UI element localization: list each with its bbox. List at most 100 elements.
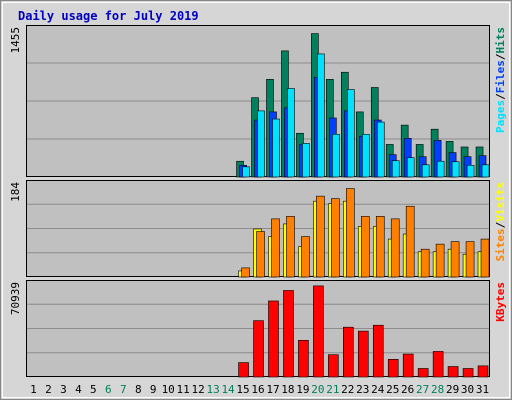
bar-kbytes-kbytes-day-25 [387,359,399,378]
x-tick-label: 31 [476,383,489,396]
bar-kbytes-kbytes-day-18 [283,290,294,378]
chart-frame-inner [2,2,510,398]
bar-kbytes-kbytes-day-30 [462,368,474,378]
bar-visits-sites-day-23 [360,216,370,278]
bar-kbytes-kbytes-day-17 [268,300,279,378]
bar-kbytes-kbytes-day-21 [328,354,339,378]
x-tick-label: 23 [356,383,369,396]
panel-visits-legend: Sites/Visits [494,182,507,262]
x-tick-label: 9 [150,383,157,396]
x-tick-label: 7 [120,383,127,396]
bar-hits-pages-day-21 [332,133,340,178]
bar-visits-sites-day-31 [480,238,490,278]
bar-visits-sites-day-20 [316,195,325,278]
x-tick-label: 8 [135,383,142,396]
legend-entry: KBytes [494,282,507,322]
bar-visits-sites-day-21 [331,198,340,278]
bar-kbytes-kbytes-day-22 [343,326,354,378]
bar-kbytes-kbytes-day-20 [313,285,324,378]
bar-hits-pages-day-24 [376,121,385,178]
x-tick-label: 29 [446,383,459,396]
bar-hits-pages-day-28 [436,160,445,178]
x-tick-label: 25 [386,383,399,396]
bar-hits-pages-day-17 [272,118,280,178]
bar-visits-sites-day-24 [375,216,385,278]
x-tick-label: 17 [266,383,279,396]
panel-kbytes-ymax-label: 70939 [9,282,22,315]
legend-entry: Visits [494,182,507,222]
bar-visits-sites-day-27 [420,248,430,278]
bar-hits-pages-day-16 [257,110,265,178]
bar-kbytes-kbytes-day-28 [432,351,444,378]
bar-hits-pages-day-15 [242,166,250,178]
bar-hits-pages-day-25 [391,160,400,178]
bar-kbytes-kbytes-day-26 [402,353,414,378]
bar-hits-pages-day-20 [317,53,325,178]
x-tick-label: 28 [431,383,444,396]
x-tick-label: 3 [60,383,67,396]
panel-hits-legend: Pages/Files/Hits [494,27,507,133]
x-tick-label: 5 [90,383,97,396]
bar-visits-sites-day-30 [465,241,475,278]
bar-kbytes-kbytes-day-24 [372,324,384,378]
x-tick-label: 12 [192,383,205,396]
x-tick-label: 22 [341,383,354,396]
bar-visits-sites-day-18 [286,216,295,278]
x-tick-label: 20 [311,383,324,396]
bar-kbytes-kbytes-day-16 [253,320,264,378]
bar-kbytes-kbytes-day-31 [477,365,489,378]
x-tick-label: 21 [326,383,339,396]
panel-visits-ymax-label: 184 [9,182,22,202]
bar-visits-sites-day-19 [301,236,310,278]
bar-visits-sites-day-22 [346,188,355,278]
bar-visits-sites-day-16 [256,231,265,278]
bar-hits-pages-day-22 [347,89,355,178]
bar-hits-pages-day-31 [481,164,490,178]
bar-kbytes-kbytes-day-23 [357,330,369,378]
x-tick-label: 13 [206,383,219,396]
x-tick-label: 2 [45,383,52,396]
x-tick-label: 14 [221,383,235,396]
x-tick-label: 11 [177,383,190,396]
x-tick-label: 27 [416,383,429,396]
bar-visits-sites-day-25 [390,218,400,278]
bar-kbytes-kbytes-day-29 [447,366,459,378]
x-tick-label: 6 [105,383,112,396]
panel-hits-ymax-label: 1455 [9,27,22,54]
bar-hits-pages-day-26 [406,157,415,178]
bar-visits-sites-day-17 [271,218,280,278]
legend-entry: Hits [494,27,507,54]
x-tick-label: 4 [75,383,82,396]
bar-visits-sites-day-28 [435,243,445,278]
bar-visits-sites-day-29 [450,241,460,278]
bar-hits-pages-day-27 [421,164,430,178]
legend-entry: Files [494,60,507,93]
x-tick-label: 19 [296,383,309,396]
legend-entry: Pages [494,100,507,133]
x-tick-label: 16 [251,383,264,396]
bar-kbytes-kbytes-day-27 [417,368,429,378]
x-tick-label: 10 [162,383,175,396]
legend-entry: Sites [494,228,507,261]
panel-kbytes-legend: KBytes [494,282,507,322]
bar-hits-pages-day-30 [466,165,475,178]
x-tick-label: 24 [371,383,385,396]
bar-kbytes-kbytes-day-15 [238,362,249,378]
x-tick-label: 30 [461,383,474,396]
bar-hits-pages-day-23 [361,133,370,178]
x-tick-label: 18 [281,383,294,396]
x-tick-label: 15 [236,383,249,396]
x-tick-label: 1 [30,383,37,396]
bar-hits-pages-day-29 [451,161,460,178]
bar-visits-sites-day-26 [405,205,415,278]
bar-visits-sites-day-15 [241,267,250,278]
bar-hits-pages-day-18 [287,88,295,178]
legend-entry: / [494,221,507,228]
x-tick-label: 26 [401,383,414,396]
legend-entry: / [494,53,507,60]
bar-hits-pages-day-19 [302,143,310,178]
chart-title: Daily usage for July 2019 [18,9,199,23]
bar-kbytes-kbytes-day-19 [298,339,309,378]
